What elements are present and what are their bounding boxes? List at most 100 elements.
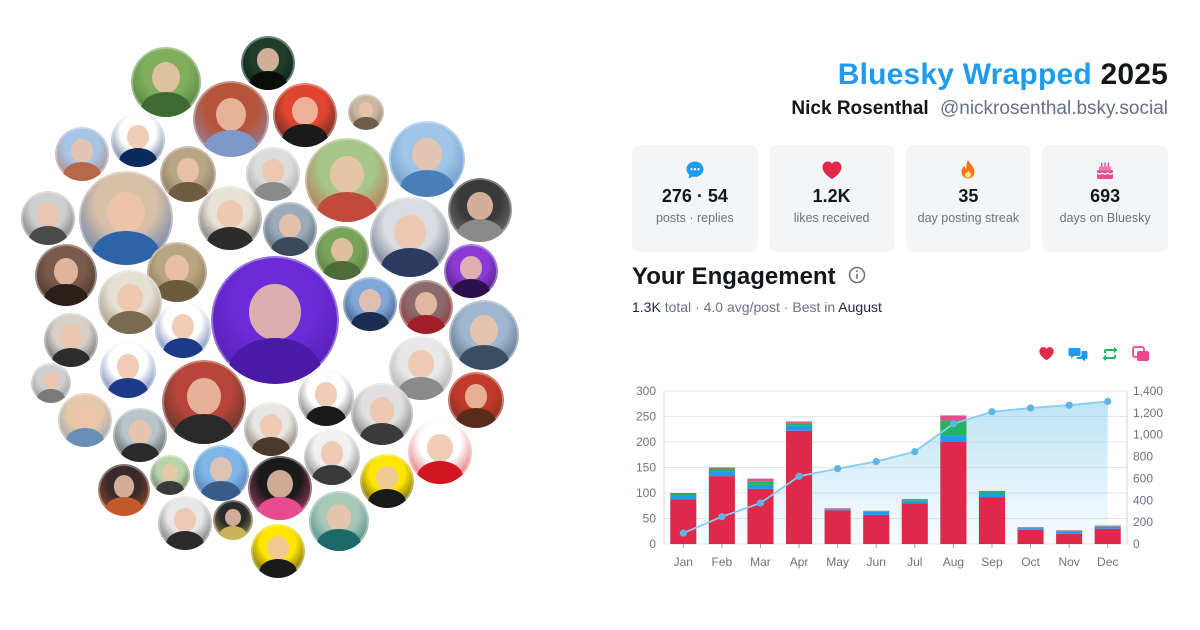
bar-segment[interactable] <box>747 484 774 489</box>
bar-segment[interactable] <box>1017 529 1044 544</box>
bar-segment[interactable] <box>1017 528 1044 530</box>
bar-segment[interactable] <box>863 511 890 515</box>
bar-segment[interactable] <box>786 430 813 544</box>
bar-segment[interactable] <box>1094 526 1121 529</box>
bar-segment[interactable] <box>747 488 774 544</box>
bar-segment[interactable] <box>901 499 928 501</box>
bar-segment[interactable] <box>747 478 774 482</box>
bar-segment[interactable] <box>901 501 928 504</box>
cumulative-point[interactable] <box>1026 404 1035 412</box>
avatar-bike-hill <box>315 226 369 280</box>
bar-segment[interactable] <box>863 514 890 544</box>
avatar-a-logo <box>100 342 156 398</box>
bar-segment[interactable] <box>978 494 1005 498</box>
avatar-older-man <box>348 94 384 130</box>
bar-segment[interactable] <box>940 442 967 544</box>
y2-tick-label: 1,000 <box>1133 428 1163 442</box>
bar-segment[interactable] <box>1017 527 1044 528</box>
display-name: Nick Rosenthal <box>791 98 929 119</box>
bar-segment[interactable] <box>1056 530 1083 532</box>
avatar-v-logo <box>211 256 339 384</box>
bar-segment[interactable] <box>708 476 735 544</box>
cumulative-point[interactable] <box>911 448 919 456</box>
avatar-grey-man-cap <box>263 202 317 256</box>
bar-segment[interactable] <box>1056 531 1083 534</box>
x-tick-label: Apr <box>790 555 809 569</box>
bar-segment[interactable] <box>978 491 1005 495</box>
heart-icon[interactable] <box>1038 346 1055 362</box>
bar-segment[interactable] <box>940 420 967 436</box>
avatar-glasses-man <box>198 186 262 250</box>
cumulative-point[interactable] <box>795 472 803 480</box>
stat-value-streak: 35 <box>958 186 979 206</box>
cumulative-point[interactable] <box>1104 397 1112 405</box>
bar-segment[interactable] <box>1017 527 1044 529</box>
bar-segment[interactable] <box>901 503 928 544</box>
bar-segment[interactable] <box>708 467 735 469</box>
avatar-interlingua <box>213 500 253 540</box>
avatar-blonde-woman <box>389 121 465 197</box>
bar-segment[interactable] <box>940 435 967 442</box>
avatar-cyclist-road <box>113 408 167 462</box>
replies-icon[interactable] <box>1068 346 1088 362</box>
bar-segment[interactable] <box>863 511 890 512</box>
avatar-suited-man <box>343 277 397 331</box>
quote-icon[interactable] <box>1132 346 1150 362</box>
avatar-tripleA <box>155 302 211 358</box>
avatar-young-man <box>158 496 212 550</box>
avatar-grey-suit <box>449 300 519 370</box>
bar-segment[interactable] <box>1094 525 1121 527</box>
avatar-bald-sunglasses <box>246 147 300 201</box>
cumulative-point[interactable] <box>718 513 726 521</box>
cumulative-point[interactable] <box>756 499 765 507</box>
cake-icon <box>1042 159 1168 181</box>
bar-segment[interactable] <box>786 421 813 424</box>
bar-segment[interactable] <box>824 510 851 544</box>
cumulative-point[interactable] <box>679 529 687 537</box>
stat-label-days: days on Bluesky <box>1059 211 1151 225</box>
bar-segment[interactable] <box>863 510 890 512</box>
chart-bars <box>669 415 1122 545</box>
cumulative-point[interactable] <box>949 420 957 428</box>
avatar-smiling-man <box>370 197 450 277</box>
bar-segment[interactable] <box>786 423 813 426</box>
user-line: Nick Rosenthal @nickrosenthal.bsky.socia… <box>791 96 1168 122</box>
x-tick-label: Feb <box>712 555 733 569</box>
y-tick-label: 300 <box>636 384 656 398</box>
avatar-guardian <box>111 113 165 167</box>
bar-segment[interactable] <box>1094 526 1121 527</box>
repost-icon[interactable] <box>1101 346 1119 362</box>
avatar-red-hair-woman <box>305 138 389 222</box>
bar-segment[interactable] <box>747 481 774 485</box>
avatar-arsenal <box>408 420 472 484</box>
cumulative-point[interactable] <box>834 464 842 473</box>
cumulative-point[interactable] <box>872 457 880 466</box>
bar-segment[interactable] <box>670 499 697 544</box>
bar-segment[interactable] <box>670 495 697 500</box>
bar-segment[interactable] <box>708 471 735 477</box>
cumulative-point[interactable] <box>1065 401 1073 409</box>
bar-segment[interactable] <box>824 509 851 511</box>
bar-segment[interactable] <box>824 508 851 509</box>
avatar-coffee-man <box>244 402 298 456</box>
bar-segment[interactable] <box>901 500 928 502</box>
bar-segment[interactable] <box>1056 530 1083 531</box>
engagement-best-month: August <box>838 299 882 315</box>
avatar-bald-glasses <box>162 360 246 444</box>
bar-segment[interactable] <box>786 425 813 431</box>
bar-segment[interactable] <box>824 508 851 510</box>
bar-segment[interactable] <box>670 493 697 496</box>
bar-segment[interactable] <box>940 415 967 421</box>
bar-segment[interactable] <box>978 497 1005 544</box>
bar-segment[interactable] <box>708 468 735 472</box>
avatar-cloud <box>0 0 560 630</box>
cumulative-point[interactable] <box>988 408 996 416</box>
bar-segment[interactable] <box>670 493 697 494</box>
title-year: 2025 <box>1100 58 1168 91</box>
engagement-total-label: total <box>664 299 692 315</box>
bar-segment[interactable] <box>1094 528 1121 544</box>
bar-segment[interactable] <box>1056 533 1083 544</box>
y-tick-label: 100 <box>636 486 656 500</box>
bar-segment[interactable] <box>978 490 1005 492</box>
info-icon[interactable] <box>848 263 866 291</box>
